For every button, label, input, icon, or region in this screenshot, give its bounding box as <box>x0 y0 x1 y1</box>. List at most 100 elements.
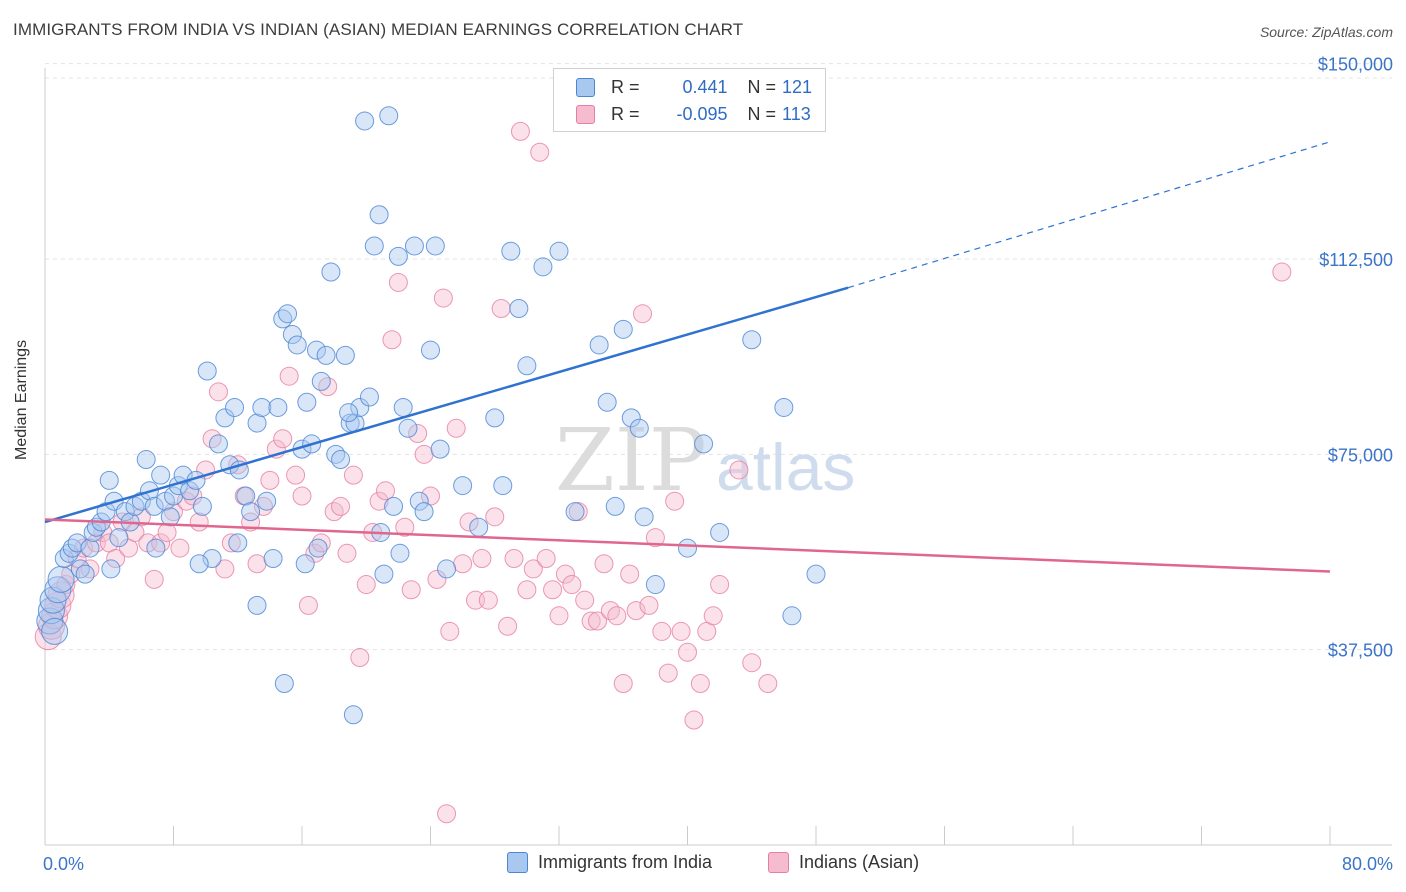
point-immigrants-india <box>613 319 633 339</box>
legend-row-immigrants-india: R = 0.441 N = 121 <box>576 75 812 99</box>
point-indians-asian <box>472 549 492 569</box>
legend-row-indians-asian: R = -0.095 N = 113 <box>576 102 811 126</box>
point-immigrants-india <box>694 434 714 454</box>
point-indians-asian <box>453 554 473 574</box>
point-indians-asian <box>562 575 582 595</box>
point-immigrants-india <box>287 335 307 355</box>
point-indians-asian <box>324 502 344 522</box>
point-indians-asian <box>594 554 614 574</box>
y-tick-label: $37,500 <box>1328 641 1393 661</box>
y-tick-label: $75,000 <box>1328 445 1393 465</box>
point-indians-asian <box>620 564 640 584</box>
legend-swatch-blue <box>576 77 595 97</box>
gridlines <box>45 63 1392 651</box>
point-immigrants-india <box>75 564 95 584</box>
point-indians-asian <box>311 533 331 553</box>
point-immigrants-india <box>605 496 625 516</box>
point-immigrants-india <box>565 502 585 522</box>
chart-title: IMMIGRANTS FROM INDIA VS INDIAN (ASIAN) … <box>13 20 744 39</box>
trend-line-immigrants-india-extension <box>847 141 1331 289</box>
point-immigrants-india <box>67 533 87 553</box>
legend-n-label: N = <box>747 76 777 97</box>
point-immigrants-india <box>621 408 641 428</box>
legend-item-immigrants-india[interactable]: Immigrants from India <box>507 852 712 873</box>
point-indians-asian <box>47 581 75 609</box>
point-indians-asian <box>279 366 299 386</box>
point-immigrants-india <box>236 486 256 506</box>
point-indians-asian <box>491 298 511 318</box>
point-indians-asian <box>607 606 627 626</box>
point-indians-asian <box>517 580 537 600</box>
point-indians-asian <box>157 522 177 542</box>
point-immigrants-india <box>710 522 730 542</box>
point-immigrants-india <box>493 476 513 496</box>
point-immigrants-india <box>189 554 209 574</box>
point-immigrants-india <box>678 538 697 558</box>
legend-swatch-pink <box>768 852 789 873</box>
legend-item-indians-asian[interactable]: Indians (Asian) <box>768 852 919 873</box>
point-immigrants-india <box>339 403 359 423</box>
point-immigrants-india <box>331 450 351 470</box>
point-indians-asian <box>292 486 312 506</box>
point-immigrants-india <box>404 236 424 256</box>
point-immigrants-india <box>597 392 617 412</box>
point-immigrants-india <box>453 476 473 496</box>
point-immigrants-india <box>517 356 537 376</box>
point-indians-asian <box>678 642 697 662</box>
legend-n-label: N = <box>747 103 777 124</box>
point-immigrants-india <box>374 564 394 584</box>
point-indians-asian <box>1272 262 1292 282</box>
y-tick-label: $112,500 <box>1319 250 1393 270</box>
point-indians-asian <box>427 569 447 589</box>
point-indians-asian <box>273 429 293 449</box>
point-indians-asian <box>575 590 595 610</box>
point-immigrants-india <box>208 434 228 454</box>
point-indians-asian <box>581 611 601 631</box>
point-indians-asian <box>446 418 466 438</box>
point-indians-asian <box>498 616 518 636</box>
point-immigrants-india <box>144 496 164 516</box>
point-immigrants-india <box>47 565 75 593</box>
point-immigrants-india <box>263 549 283 569</box>
point-indians-asian <box>318 377 338 397</box>
point-indians-asian <box>260 470 280 490</box>
point-immigrants-india <box>421 340 440 360</box>
point-indians-asian <box>665 491 685 511</box>
point-indians-asian <box>414 444 434 464</box>
point-indians-asian <box>305 543 325 563</box>
point-indians-asian <box>183 486 203 506</box>
point-immigrants-india <box>335 345 355 365</box>
point-immigrants-india <box>59 543 79 563</box>
point-indians-asian <box>215 559 235 579</box>
point-indians-asian <box>164 502 183 522</box>
point-indians-asian <box>337 543 357 563</box>
point-immigrants-india <box>160 507 180 527</box>
point-immigrants-india <box>308 538 328 558</box>
legend-r-label: R = <box>611 103 640 124</box>
point-immigrants-india <box>225 397 245 417</box>
point-immigrants-india <box>355 111 375 131</box>
point-immigrants-india <box>398 418 418 438</box>
point-immigrants-india <box>321 262 341 282</box>
point-immigrants-india <box>742 330 762 350</box>
point-immigrants-india <box>115 502 135 522</box>
point-indians-asian <box>742 653 762 673</box>
point-immigrants-india <box>634 507 654 527</box>
point-immigrants-india <box>192 496 212 516</box>
point-immigrants-india <box>197 361 217 381</box>
point-immigrants-india <box>384 496 404 516</box>
point-indians-asian <box>350 647 370 667</box>
point-indians-asian <box>401 580 421 600</box>
point-immigrants-india <box>350 397 370 417</box>
point-immigrants-india <box>369 205 389 225</box>
point-indians-asian <box>523 559 543 579</box>
point-indians-asian <box>388 272 408 292</box>
point-indians-asian <box>710 575 730 595</box>
point-indians-asian <box>459 512 479 532</box>
point-indians-asian <box>758 674 778 694</box>
point-immigrants-india <box>364 236 384 256</box>
point-immigrants-india <box>146 538 166 558</box>
point-indians-asian <box>600 601 620 621</box>
point-immigrants-india <box>629 418 649 438</box>
